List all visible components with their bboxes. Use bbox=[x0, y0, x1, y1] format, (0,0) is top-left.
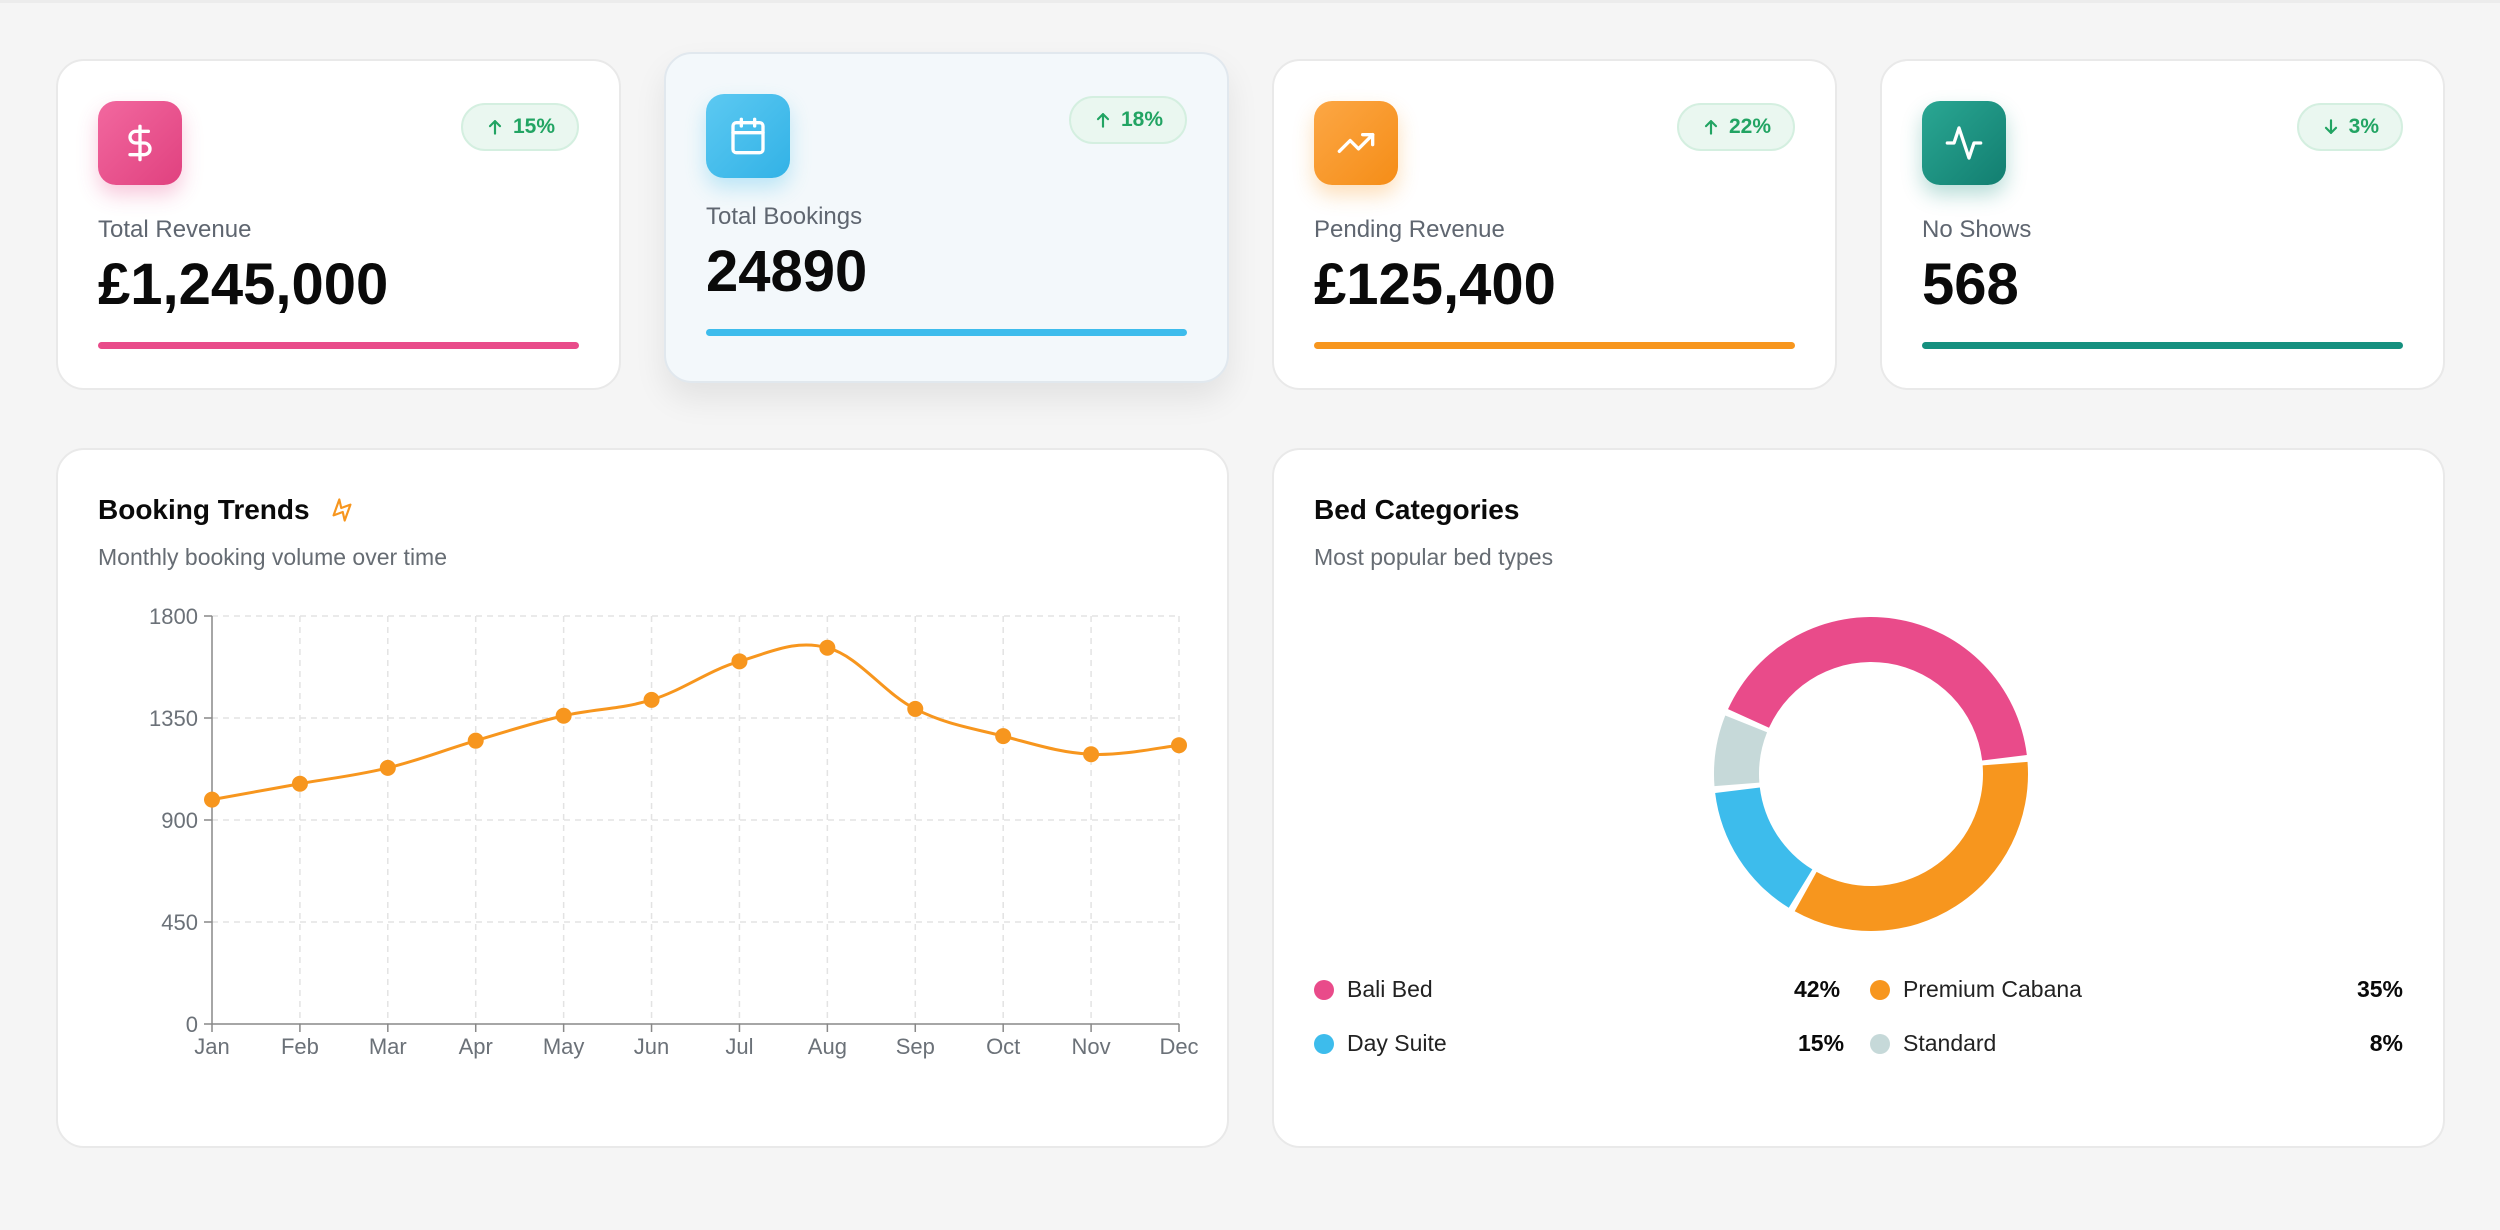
x-tick-label: May bbox=[543, 1034, 585, 1059]
arrow-up-icon bbox=[1096, 113, 1110, 128]
panel-title: Bed Categories bbox=[1314, 494, 1520, 525]
donut-slice[interactable] bbox=[1714, 715, 1768, 787]
stat-card-pending-revenue[interactable]: 22% Pending Revenue £125,400 bbox=[1272, 59, 1837, 390]
stat-accent-bar bbox=[1314, 342, 1795, 349]
chart-grid bbox=[212, 615, 1180, 1024]
y-tick-label: 900 bbox=[161, 808, 198, 833]
x-tick-label: Feb bbox=[281, 1034, 319, 1059]
x-tick-label: Jan bbox=[194, 1034, 229, 1059]
legend-label: Bali Bed bbox=[1347, 976, 1433, 1002]
data-point[interactable] bbox=[1171, 737, 1187, 754]
zap-icon bbox=[332, 498, 352, 522]
data-point[interactable] bbox=[731, 653, 748, 670]
change-badge: 22% bbox=[1676, 103, 1795, 151]
change-badge: 18% bbox=[1068, 96, 1187, 144]
series-line bbox=[211, 643, 1180, 802]
change-badge: 15% bbox=[460, 103, 579, 151]
x-tick-label: Jun bbox=[634, 1034, 669, 1059]
legend-label: Day Suite bbox=[1347, 1030, 1447, 1056]
legend-dot bbox=[1870, 979, 1890, 1000]
x-tick-label: Apr bbox=[459, 1034, 493, 1059]
x-tick-label: Jul bbox=[725, 1034, 753, 1059]
y-tick-label: 450 bbox=[161, 910, 198, 935]
x-tick-label: Sep bbox=[896, 1034, 935, 1059]
booking-trends-chart[interactable]: 0 450 900 1350 1800 Jan Feb Mar Apr May Jun Jul Aug S… bbox=[58, 590, 1231, 1230]
donut-slice[interactable] bbox=[1728, 617, 2027, 761]
data-point[interactable] bbox=[204, 791, 220, 808]
bed-categories-donut[interactable] bbox=[1274, 590, 2447, 950]
data-point[interactable] bbox=[379, 759, 396, 776]
stat-label: No Shows bbox=[1922, 216, 2032, 243]
change-badge: 3% bbox=[2296, 103, 2403, 151]
legend-percent: 35% bbox=[2356, 976, 2403, 1002]
stat-label: Total Revenue bbox=[98, 216, 252, 243]
booking-trends-panel: Booking Trends Monthly booking volume ov… bbox=[56, 448, 1229, 1148]
data-point[interactable] bbox=[995, 728, 1012, 745]
x-tick-label: Nov bbox=[1072, 1034, 1111, 1059]
stat-label: Pending Revenue bbox=[1314, 216, 1505, 243]
stat-accent-bar bbox=[1922, 342, 2403, 349]
change-value: 15% bbox=[512, 115, 555, 138]
stat-card-total-bookings[interactable]: 18% Total Bookings 24890 bbox=[664, 52, 1229, 383]
y-tick-label: 0 bbox=[186, 1012, 198, 1037]
y-tick-label: 1350 bbox=[149, 706, 198, 731]
top-divider bbox=[0, 0, 2500, 3]
change-value: 18% bbox=[1120, 108, 1163, 131]
panel-subtitle: Most popular bed types bbox=[1314, 544, 1554, 570]
stat-label: Total Bookings bbox=[706, 203, 863, 230]
data-point[interactable] bbox=[291, 775, 308, 792]
x-tick-label: Dec bbox=[1159, 1034, 1198, 1059]
stat-accent-bar bbox=[98, 342, 579, 349]
legend-percent: 8% bbox=[2369, 1030, 2403, 1056]
legend-dot bbox=[1314, 979, 1334, 1000]
stat-card-total-revenue[interactable]: 15% Total Revenue £1,245,000 bbox=[56, 59, 621, 390]
x-tick-label: Oct bbox=[986, 1034, 1020, 1059]
stat-value: £125,400 bbox=[1314, 252, 1556, 317]
y-tick-label: 1800 bbox=[149, 604, 198, 629]
legend-dot bbox=[1314, 1033, 1334, 1054]
legend-percent: 15% bbox=[1798, 1030, 1845, 1056]
trending-up-icon bbox=[1314, 101, 1398, 185]
data-point[interactable] bbox=[643, 691, 660, 708]
donut-slice[interactable] bbox=[1715, 787, 1813, 908]
stat-value: 24890 bbox=[706, 239, 868, 304]
x-tick-label: Mar bbox=[369, 1034, 407, 1059]
bed-categories-panel: Bed Categories Most popular bed types Ba… bbox=[1272, 448, 2445, 1148]
legend-item-day-suite[interactable]: Day Suite bbox=[1314, 1030, 1447, 1057]
legend-item-standard[interactable]: Standard bbox=[1870, 1030, 1996, 1057]
stat-value: £1,245,000 bbox=[98, 252, 389, 317]
arrow-up-icon bbox=[488, 120, 502, 135]
data-point[interactable] bbox=[1083, 746, 1100, 763]
panel-title-text: Booking Trends bbox=[98, 494, 310, 525]
data-point[interactable] bbox=[555, 707, 572, 724]
legend-label: Premium Cabana bbox=[1903, 976, 2082, 1002]
stat-card-no-shows[interactable]: 3% No Shows 568 bbox=[1880, 59, 2445, 390]
x-tick-label: Aug bbox=[808, 1034, 847, 1059]
arrow-down-icon bbox=[2324, 119, 2337, 134]
donut-slice[interactable] bbox=[1794, 761, 2028, 931]
change-value: 3% bbox=[2348, 115, 2379, 138]
legend-label: Standard bbox=[1903, 1030, 1997, 1056]
activity-icon bbox=[1922, 101, 2006, 185]
legend-percent: 42% bbox=[1794, 976, 1841, 1002]
arrow-up-icon bbox=[1704, 120, 1718, 135]
data-point[interactable] bbox=[819, 639, 836, 656]
calendar-icon bbox=[706, 94, 790, 178]
data-point[interactable] bbox=[907, 700, 924, 717]
panel-subtitle: Monthly booking volume over time bbox=[98, 544, 447, 570]
stat-value: 568 bbox=[1922, 252, 2019, 317]
data-point[interactable] bbox=[467, 732, 484, 749]
legend-dot bbox=[1870, 1033, 1890, 1054]
panel-title: Booking Trends bbox=[98, 494, 355, 526]
change-value: 22% bbox=[1728, 115, 1771, 138]
stat-accent-bar bbox=[706, 329, 1187, 336]
legend-item-bali-bed[interactable]: Bali Bed bbox=[1314, 976, 1433, 1003]
dollar-icon bbox=[98, 101, 182, 185]
legend-item-premium-cabana[interactable]: Premium Cabana bbox=[1870, 976, 2082, 1003]
